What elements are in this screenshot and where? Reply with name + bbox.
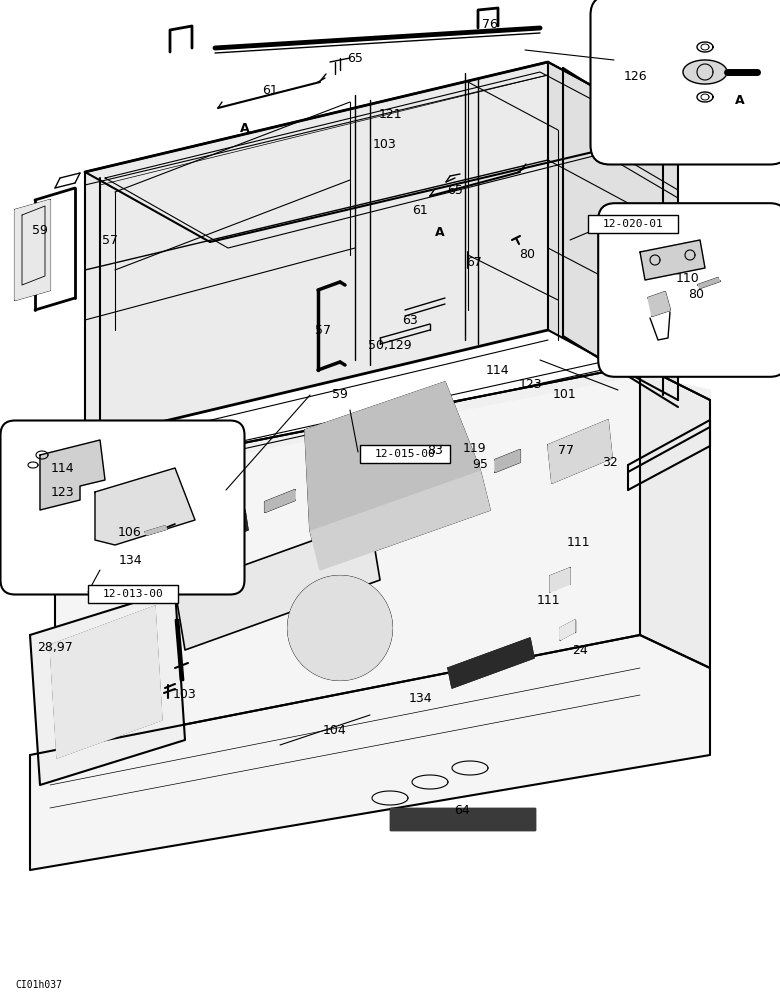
Polygon shape	[40, 440, 105, 510]
Text: 65: 65	[347, 51, 363, 64]
Polygon shape	[648, 292, 670, 316]
Text: 111: 111	[566, 536, 590, 548]
Polygon shape	[152, 510, 248, 562]
Text: 123: 123	[50, 486, 74, 498]
Text: CI01h037: CI01h037	[15, 980, 62, 990]
Bar	[360, 445, 450, 463]
Text: 104: 104	[323, 724, 347, 736]
Text: 32: 32	[602, 456, 618, 468]
Text: 121: 121	[378, 108, 402, 121]
Polygon shape	[15, 200, 50, 300]
Polygon shape	[50, 606, 162, 758]
Text: A: A	[736, 94, 745, 106]
Text: 77: 77	[558, 444, 574, 456]
Text: 24: 24	[572, 644, 588, 656]
Text: 12-020-01: 12-020-01	[603, 219, 663, 229]
Text: A: A	[435, 226, 445, 238]
Polygon shape	[640, 240, 705, 280]
Text: 12-013-00: 12-013-00	[103, 589, 163, 599]
Polygon shape	[145, 526, 167, 535]
Text: 64: 64	[454, 804, 470, 816]
Polygon shape	[265, 490, 295, 512]
Text: 61: 61	[262, 84, 278, 97]
FancyBboxPatch shape	[598, 203, 780, 377]
Text: 57: 57	[102, 233, 118, 246]
Text: 83: 83	[427, 444, 443, 456]
Polygon shape	[698, 278, 720, 288]
Text: 59: 59	[32, 224, 48, 236]
FancyBboxPatch shape	[590, 0, 780, 164]
Text: 111: 111	[536, 593, 560, 606]
Text: 119: 119	[463, 442, 486, 454]
Polygon shape	[495, 450, 520, 472]
Text: A: A	[240, 121, 250, 134]
Polygon shape	[288, 576, 392, 680]
FancyBboxPatch shape	[1, 420, 244, 594]
Text: 95: 95	[472, 458, 488, 472]
Polygon shape	[548, 62, 678, 400]
Polygon shape	[683, 60, 727, 84]
Text: 123: 123	[518, 378, 542, 391]
Polygon shape	[55, 365, 640, 750]
Polygon shape	[310, 470, 490, 570]
Polygon shape	[305, 382, 480, 530]
Text: 28,97: 28,97	[37, 642, 73, 654]
Bar	[588, 215, 678, 233]
Text: 114: 114	[50, 462, 74, 475]
Polygon shape	[175, 520, 380, 650]
Text: 80: 80	[519, 247, 535, 260]
Text: 50,129: 50,129	[368, 338, 412, 352]
Polygon shape	[55, 365, 710, 490]
Text: 63: 63	[402, 314, 418, 326]
Text: 134: 134	[408, 692, 432, 704]
Polygon shape	[640, 365, 710, 668]
Text: 80: 80	[688, 288, 704, 300]
Polygon shape	[548, 420, 612, 483]
Text: 110: 110	[676, 271, 700, 284]
Text: 57: 57	[315, 324, 331, 336]
Text: 67: 67	[466, 255, 482, 268]
Polygon shape	[95, 468, 195, 545]
Text: 59: 59	[332, 388, 348, 401]
Polygon shape	[85, 62, 678, 242]
Polygon shape	[85, 62, 548, 440]
Text: 134: 134	[119, 554, 142, 566]
Text: 61: 61	[412, 204, 428, 217]
Text: 114: 114	[485, 363, 509, 376]
Polygon shape	[30, 590, 185, 785]
Bar	[88, 585, 178, 603]
Text: 103: 103	[373, 138, 397, 151]
Text: 76: 76	[482, 18, 498, 31]
Polygon shape	[30, 635, 710, 870]
Polygon shape	[390, 808, 535, 830]
Text: 101: 101	[553, 388, 577, 401]
Text: 106: 106	[118, 526, 142, 538]
Polygon shape	[448, 638, 534, 688]
Polygon shape	[550, 568, 570, 592]
Polygon shape	[560, 620, 575, 640]
Text: 126: 126	[623, 70, 647, 83]
Text: 65: 65	[447, 184, 463, 196]
Text: 12-015-00: 12-015-00	[374, 449, 435, 459]
Text: 103: 103	[173, 688, 197, 702]
